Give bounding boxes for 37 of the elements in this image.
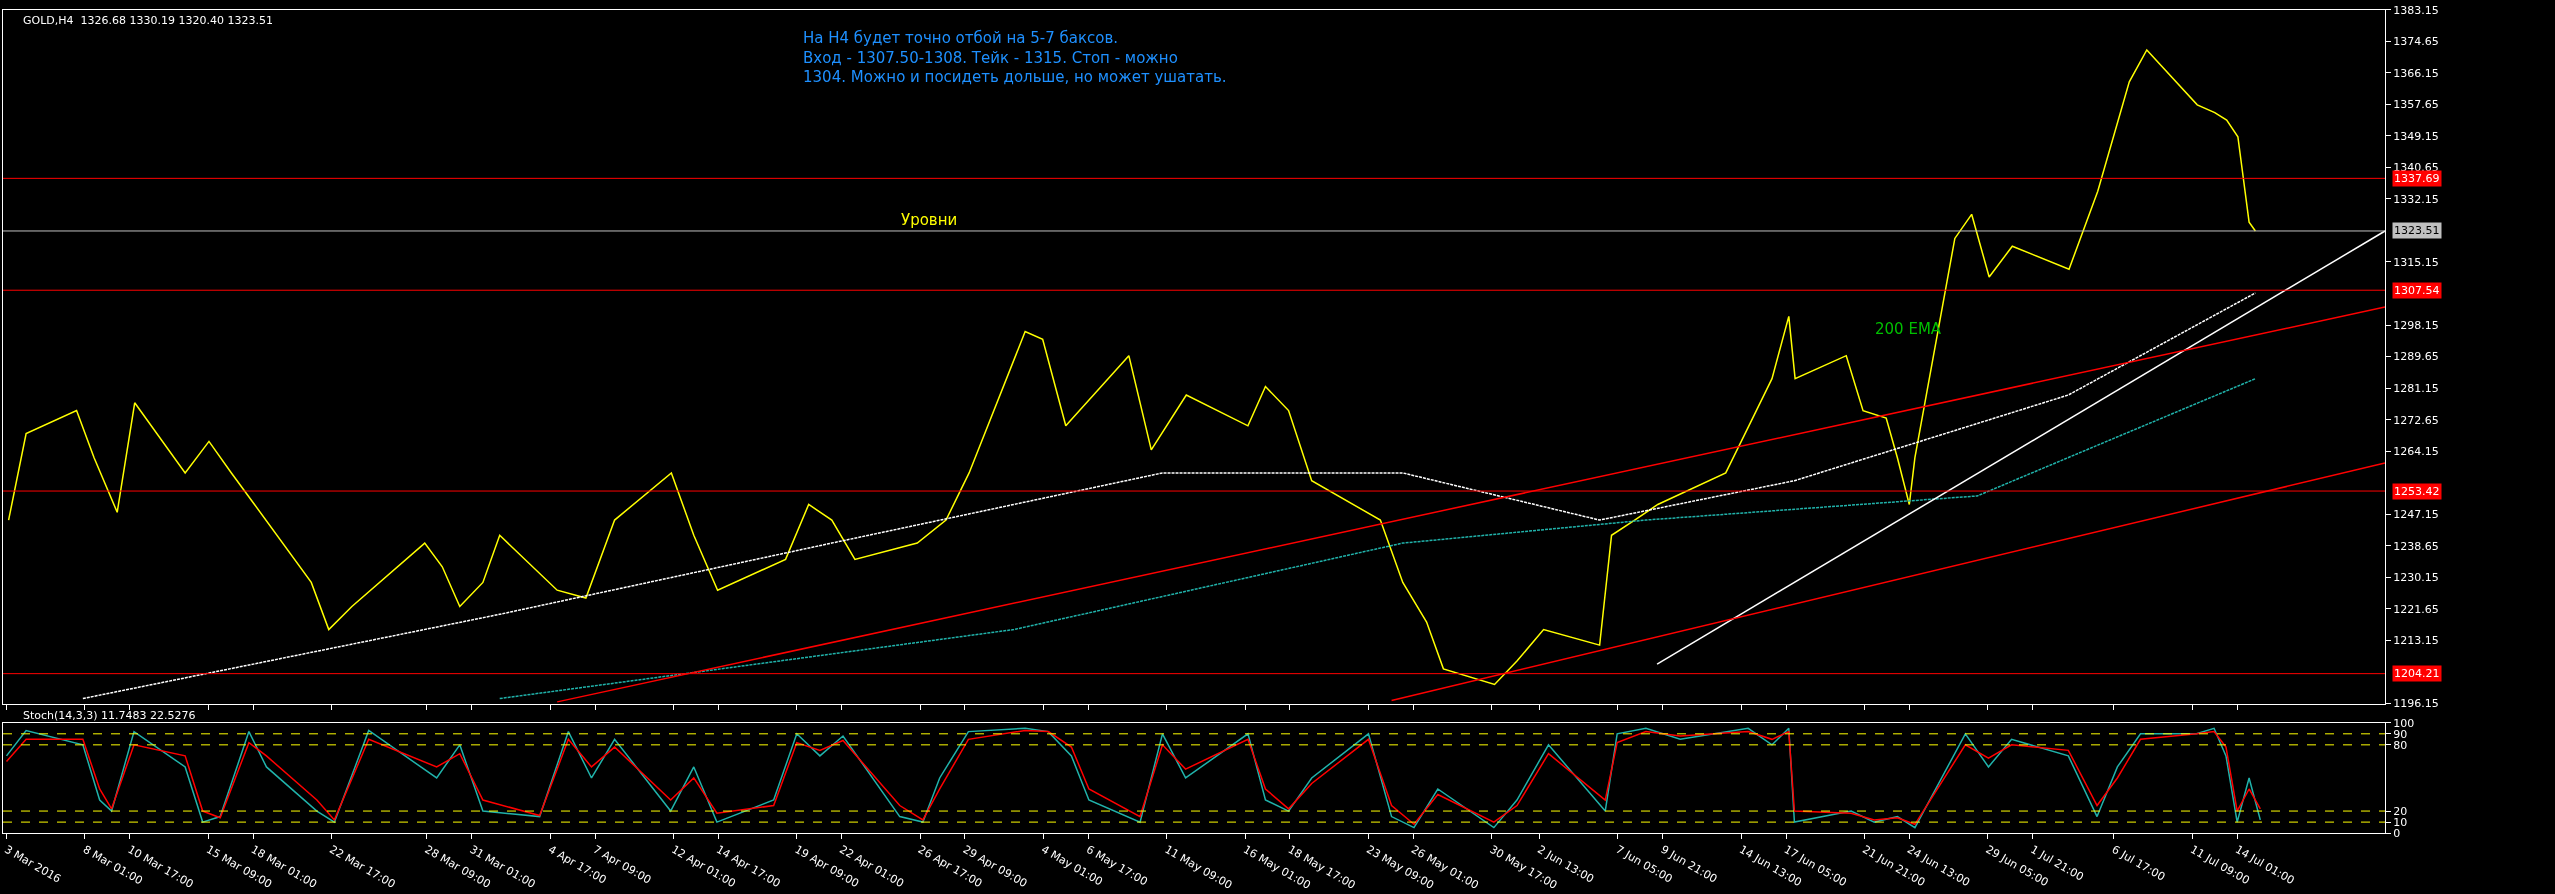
annotation: На H4 будет точно отбой на 5-7 баксов. Вход - 1307.50-1308. Тейк - 1315. Стоп - можно 1304. Можно и посидеть дольше, но может ушатать. <box>803 29 1227 86</box>
y-tick-label: 1332.15 <box>2393 192 2439 206</box>
line-series <box>7 49 2257 686</box>
y-tick-label: 1230.15 <box>2393 571 2439 585</box>
y-tick-label: 1281.15 <box>2393 382 2439 395</box>
chart-title: GOLD,H4 1326.68 1330.19 1320.40 1323.51 <box>23 14 273 27</box>
y-tick-label: 1366.15 <box>2393 66 2439 80</box>
y-tick-label: 1349.15 <box>2393 129 2439 143</box>
y-tick-label: 1272.65 <box>2393 413 2439 427</box>
y-tick-label: 90 <box>2393 727 2408 741</box>
y-tick-label: 1298.15 <box>2393 318 2439 332</box>
y-tick-label: 1374.65 <box>2393 35 2439 49</box>
y-tick-label: 20 <box>2393 804 2408 818</box>
y-tick-label: 1221.65 <box>2393 602 2439 616</box>
y-tick-label: 1383.15 <box>2393 3 2439 17</box>
y-tick-label: 1357.65 <box>2393 98 2439 112</box>
ref-line-label: 1323.51 <box>2394 224 2440 237</box>
ref-line-label: 1204.21 <box>2394 667 2440 680</box>
y-tick-label: 1238.65 <box>2393 539 2439 553</box>
annotation: Уровни <box>901 211 958 229</box>
ref-line-label: 1307.54 <box>2394 284 2440 297</box>
y-tick-label: 100 <box>2393 716 2415 730</box>
chart-title: Stoch(14,3,3) 11.7483 22.5276 <box>23 709 196 722</box>
line-series <box>498 377 2257 700</box>
y-tick-label: 1315.15 <box>2393 255 2439 269</box>
y-tick-label: 1213.15 <box>2393 634 2439 648</box>
y-tick-label: 10 <box>2393 815 2408 829</box>
y-tick-label: 1247.15 <box>2393 508 2439 522</box>
y-tick-label: 1289.65 <box>2393 350 2439 364</box>
y-tick-label: 1264.15 <box>2393 445 2439 459</box>
line-series <box>82 292 2257 700</box>
y-tick-label: 1196.15 <box>2393 697 2439 711</box>
ref-line-label: 1253.42 <box>2394 485 2440 498</box>
ref-line-label: 1337.69 <box>2394 172 2440 185</box>
y-tick-label: 0 <box>2393 826 2401 840</box>
y-tick-label: 80 <box>2393 738 2408 752</box>
y-tick-label: 1340.65 <box>2393 161 2439 175</box>
